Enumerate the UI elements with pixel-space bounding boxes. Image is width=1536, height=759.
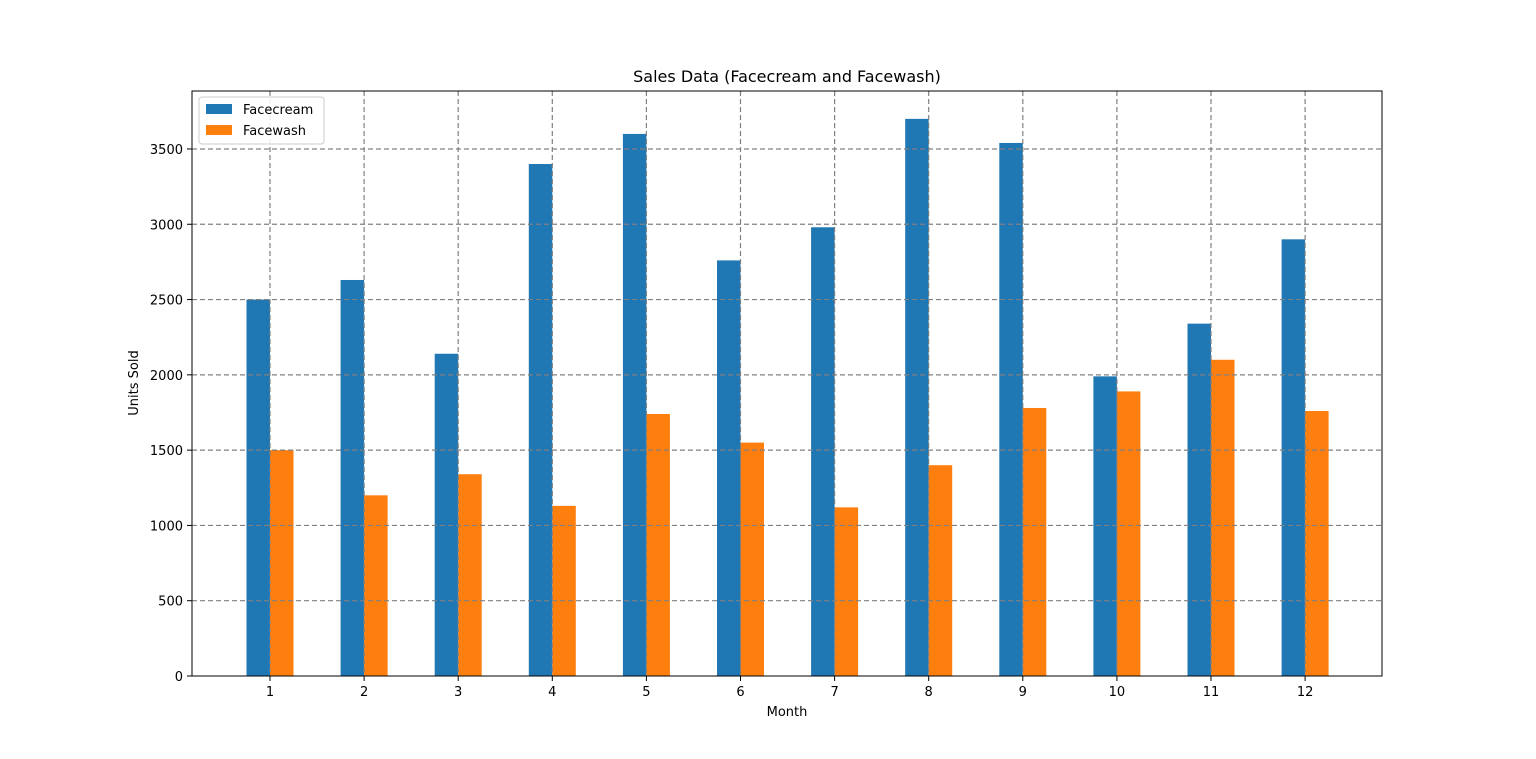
bar-facewash-8 <box>928 465 953 676</box>
x-tick-label-4: 4 <box>548 685 556 700</box>
x-tick-label-9: 9 <box>1019 685 1027 700</box>
bar-facecream-8 <box>905 118 929 677</box>
bar-facewash-7 <box>834 507 859 676</box>
legend-swatch-facewash <box>206 125 232 135</box>
bar-facecream-3 <box>434 353 459 676</box>
bar-facecream-2 <box>340 279 365 676</box>
bar-facewash-2 <box>364 495 388 676</box>
bar-facewash-4 <box>552 505 576 676</box>
legend-label-facecream: Facecream <box>243 103 313 118</box>
x-tick-label-5: 5 <box>642 685 650 700</box>
y-tick-label-3000: 3000 <box>150 218 183 233</box>
bar-facewash-1 <box>270 450 294 676</box>
bar-facecream-7 <box>811 227 835 676</box>
y-tick-label-1500: 1500 <box>150 444 183 459</box>
x-tick-label-11: 11 <box>1203 685 1220 700</box>
x-axis-ticks: 1 2 3 4 5 6 7 8 9 10 11 12 <box>266 676 1314 700</box>
bar-facewash-10 <box>1116 391 1141 676</box>
bar-facewash-3 <box>458 474 482 676</box>
bar-facewash-5 <box>646 413 670 676</box>
y-tick-label-1000: 1000 <box>150 519 183 534</box>
x-axis-label: Month <box>767 705 808 720</box>
bar-facecream-1 <box>246 299 270 676</box>
x-tick-label-8: 8 <box>925 685 933 700</box>
bar-facewash-11 <box>1211 359 1235 676</box>
x-tick-label-1: 1 <box>266 685 274 700</box>
bar-facecream-12 <box>1281 239 1306 676</box>
bar-facewash-12 <box>1305 410 1329 676</box>
bars <box>246 118 1329 677</box>
legend: Facecream Facewash <box>198 96 325 145</box>
y-axis-label: Units Sold <box>127 350 142 415</box>
bar-facecream-4 <box>528 164 553 676</box>
x-tick-label-10: 10 <box>1109 685 1126 700</box>
y-tick-label-2000: 2000 <box>150 369 183 384</box>
x-tick-label-7: 7 <box>830 685 838 700</box>
bar-facecream-9 <box>999 142 1023 676</box>
y-tick-label-0: 0 <box>175 670 183 685</box>
plot-frame <box>191 90 1383 677</box>
chart-title: Sales Data (Facecream and Facewash) <box>633 67 941 86</box>
bar-facewash-9 <box>1022 407 1047 676</box>
bar-facecream-6 <box>717 260 741 676</box>
bar-facecream-5 <box>622 133 647 677</box>
bar-facecream-11 <box>1187 323 1211 676</box>
x-tick-label-3: 3 <box>454 685 462 700</box>
grid-lines <box>192 91 1382 676</box>
x-tick-label-12: 12 <box>1297 685 1314 700</box>
plot-area <box>192 91 1382 676</box>
x-tick-label-2: 2 <box>360 685 368 700</box>
legend-label-facewash: Facewash <box>243 124 306 139</box>
bar-facecream-10 <box>1093 376 1117 676</box>
y-axis-ticks: 0 500 1000 1500 2000 2500 3000 3500 <box>150 143 192 685</box>
y-tick-label-3500: 3500 <box>150 143 183 158</box>
legend-swatch-facecream <box>206 104 232 114</box>
y-tick-label-2500: 2500 <box>150 294 183 309</box>
y-tick-label-500: 500 <box>158 595 183 610</box>
x-tick-label-6: 6 <box>736 685 744 700</box>
bar-facewash-6 <box>740 442 764 676</box>
